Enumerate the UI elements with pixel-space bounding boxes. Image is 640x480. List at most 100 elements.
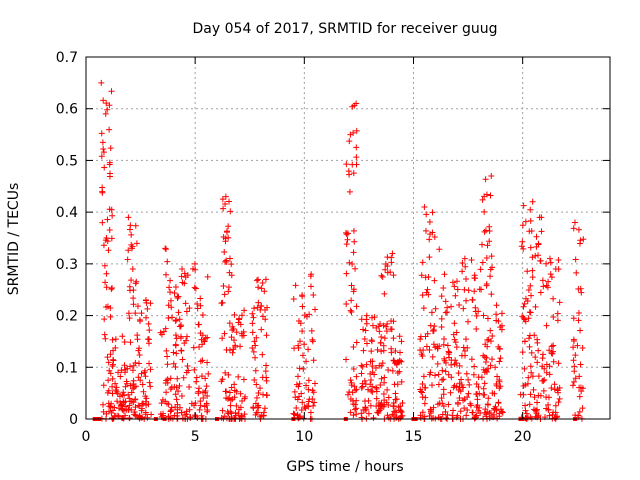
data-point — [101, 262, 108, 269]
data-point — [522, 381, 529, 388]
data-point — [137, 377, 144, 384]
data-point — [106, 126, 113, 133]
data-point — [372, 365, 379, 372]
data-point — [242, 393, 249, 400]
data-point — [191, 260, 198, 267]
data-point — [577, 361, 584, 368]
data-point — [232, 409, 239, 416]
data-point — [237, 390, 244, 397]
data-point — [118, 367, 125, 374]
y-tick-label: 0.4 — [56, 205, 78, 221]
data-point — [309, 387, 316, 394]
data-point — [465, 287, 472, 294]
data-point — [202, 388, 209, 395]
data-point — [427, 322, 434, 329]
data-point — [360, 347, 367, 354]
data-point — [176, 316, 183, 323]
data-point — [126, 402, 133, 409]
data-point — [359, 383, 366, 390]
data-point — [569, 382, 576, 389]
data-point — [353, 161, 360, 168]
data-point — [537, 289, 544, 296]
data-point — [132, 222, 139, 229]
data-point — [183, 408, 190, 415]
data-point — [358, 384, 365, 391]
data-point — [488, 356, 495, 363]
data-point — [127, 287, 134, 294]
data-point — [100, 408, 107, 415]
data-point — [236, 315, 243, 322]
data-point — [258, 412, 265, 419]
data-point — [449, 279, 456, 286]
data-point — [222, 258, 229, 265]
data-point — [426, 371, 433, 378]
data-point — [518, 243, 525, 250]
data-point — [198, 373, 205, 380]
data-point — [311, 399, 318, 406]
data-point — [545, 406, 552, 413]
data-point — [183, 308, 190, 315]
data-point — [547, 259, 554, 266]
data-point — [528, 369, 535, 376]
data-point — [117, 373, 124, 380]
data-point — [162, 325, 169, 332]
data-point — [233, 402, 240, 409]
data-point — [527, 363, 534, 370]
data-point — [305, 346, 312, 353]
data-point — [250, 348, 257, 355]
data-point — [227, 408, 234, 415]
data-point — [529, 267, 536, 274]
data-point — [164, 361, 171, 368]
data-point — [293, 405, 300, 412]
data-point — [471, 288, 478, 295]
data-point — [259, 351, 266, 358]
data-point — [227, 402, 234, 409]
data-point — [555, 257, 562, 264]
data-point — [347, 409, 354, 416]
data-point — [106, 226, 113, 233]
data-point — [140, 388, 147, 395]
data-point — [197, 302, 204, 309]
data-point — [109, 212, 116, 219]
data-point — [129, 367, 136, 374]
data-point — [450, 331, 457, 338]
data-point — [484, 315, 491, 322]
data-point — [379, 273, 386, 280]
data-point — [350, 249, 357, 256]
data-point — [452, 292, 459, 299]
data-point — [223, 346, 230, 353]
data-point — [205, 370, 212, 377]
data-point — [436, 246, 443, 253]
data-point — [302, 405, 309, 412]
data-point — [249, 329, 256, 336]
data-point — [580, 236, 587, 243]
data-point — [300, 366, 307, 373]
data-point — [222, 369, 229, 376]
data-point — [520, 202, 527, 209]
data-point — [186, 383, 193, 390]
data-point — [107, 403, 114, 410]
data-point — [360, 326, 367, 333]
data-point — [462, 275, 469, 282]
data-point — [291, 388, 298, 395]
data-point — [263, 362, 270, 369]
data-point — [483, 354, 490, 361]
data-point — [440, 284, 447, 291]
data-point — [124, 256, 131, 263]
data-point — [570, 315, 577, 322]
data-point — [125, 310, 132, 317]
data-point — [443, 415, 450, 422]
data-point — [254, 304, 261, 311]
data-point — [262, 368, 269, 375]
data-point — [555, 360, 562, 367]
data-point — [389, 250, 396, 257]
data-point — [301, 341, 308, 348]
data-point — [479, 241, 486, 248]
data-point — [575, 310, 582, 317]
data-point — [253, 381, 260, 388]
data-point — [126, 315, 133, 322]
data-point — [552, 265, 559, 272]
data-point — [398, 338, 405, 345]
data-point — [442, 359, 449, 366]
data-point — [352, 265, 359, 272]
